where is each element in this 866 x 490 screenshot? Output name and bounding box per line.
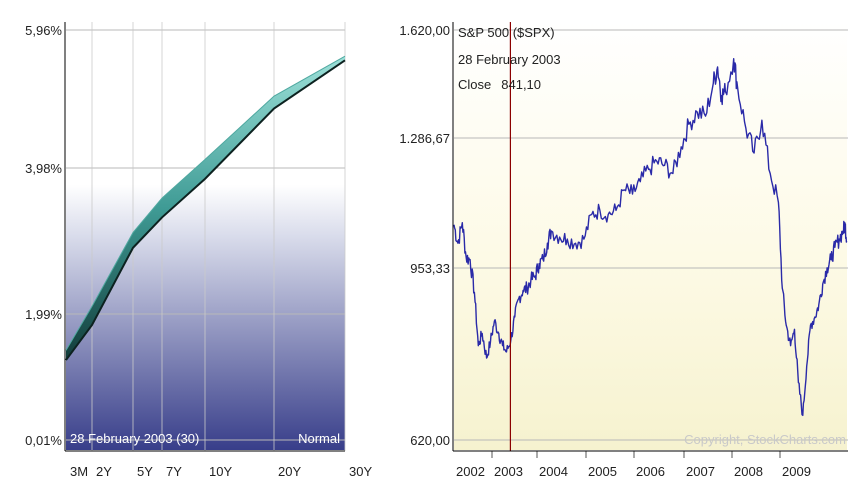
yield-curve-chart: 5,96% 3,98% 1,99% 0,01% 3M 2Y 5Y 7Y 10Y 20Y 30Y 2…	[25, 22, 372, 479]
spx-marker-close: Close 841,10	[458, 77, 541, 92]
yield-y-tick-labels: 5,96% 3,98% 1,99% 0,01%	[25, 23, 62, 448]
spx-x-tick-label: 2006	[636, 464, 665, 479]
yield-curve-band	[65, 55, 346, 361]
yield-band-upper	[65, 55, 346, 351]
yield-y-tick-label: 1,99%	[25, 307, 62, 322]
spx-x-tick-label: 2002	[456, 464, 485, 479]
yield-x-tick-label: 10Y	[209, 464, 232, 479]
spx-plot-background	[454, 22, 847, 450]
yield-mode-label: Normal	[298, 431, 340, 446]
yield-x-tick-label: 30Y	[349, 464, 372, 479]
spx-x-tick-label: 2007	[686, 464, 715, 479]
spx-x-tick-label: 2004	[539, 464, 568, 479]
spx-title: S&P 500 ($SPX)	[458, 25, 555, 40]
spx-x-tick-label: 2003	[494, 464, 523, 479]
yield-y-tick-label: 0,01%	[25, 433, 62, 448]
yield-x-tick-label: 5Y	[137, 464, 153, 479]
spx-x-tick-label: 2008	[734, 464, 763, 479]
spx-gridlines	[454, 29, 848, 458]
spx-copyright: Copyright, StockCharts.com	[684, 432, 846, 447]
spx-x-tick-label: 2005	[588, 464, 617, 479]
spx-x-tick-labels: 2002 2003 2004 2005 2006 2007 2008 2009	[456, 464, 811, 479]
spx-price-line	[453, 58, 848, 417]
yield-x-tick-label: 3M	[70, 464, 88, 479]
yield-x-tick-label: 7Y	[166, 464, 182, 479]
spx-y-tick-label: 620,00	[410, 433, 450, 448]
yield-x-tick-labels: 3M 2Y 5Y 7Y 10Y 20Y 30Y	[70, 464, 372, 479]
spx-close-label: Close	[458, 77, 491, 92]
yield-y-tick-label: 3,98%	[25, 161, 62, 176]
spx-y-tick-labels: 1.620,00 1.286,67 953,33 620,00	[399, 23, 450, 448]
spx-y-tick-label: 1.286,67	[399, 131, 450, 146]
yield-date-label: 28 February 2003 (30)	[70, 431, 199, 446]
yield-x-tick-label: 2Y	[96, 464, 112, 479]
yield-band-lower	[65, 59, 346, 361]
spx-y-tick-label: 953,33	[410, 261, 450, 276]
spx-x-tick-label: 2009	[782, 464, 811, 479]
yield-x-tick-label: 20Y	[278, 464, 301, 479]
spx-marker-date: 28 February 2003	[458, 52, 561, 67]
spx-close-value: 841,10	[501, 77, 541, 92]
spx-y-tick-label: 1.620,00	[399, 23, 450, 38]
yield-y-tick-label: 5,96%	[25, 23, 62, 38]
